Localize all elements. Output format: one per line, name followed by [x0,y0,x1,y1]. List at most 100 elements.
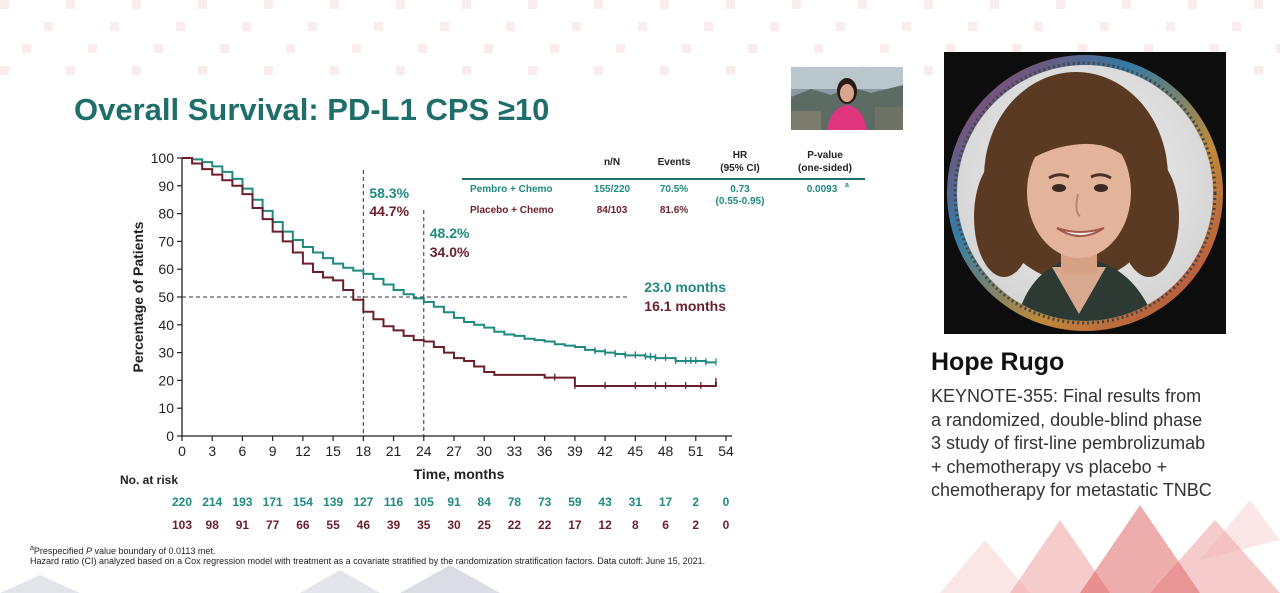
y-tick-label: 60 [158,261,174,277]
x-tick-label: 0 [178,443,186,459]
risk-pembro-value: 91 [447,495,461,509]
stats-row-pembro-p-sup: a [845,182,849,189]
speaker-name: Hope Rugo [931,348,1065,376]
y-tick-label: 20 [158,372,174,388]
stats-header-events: Events [658,157,691,168]
stats-row-pembro-name: Pembro + Chemo [470,184,553,195]
risk-pembro-value: 193 [232,495,252,509]
risk-pembro-value: 78 [508,495,522,509]
x-tick-label: 45 [628,443,644,459]
risk-pembro-value: 116 [384,495,404,509]
risk-pembro-value: 17 [659,495,673,509]
speaker-portrait [947,55,1223,331]
risk-placebo-value: 2 [692,518,699,532]
risk-pembro-value: 73 [538,495,552,509]
annotation-median-pembro: 23.0 months [644,279,726,295]
x-tick-label: 27 [446,443,462,459]
x-tick-label: 42 [597,443,613,459]
stats-row-placebo-name: Placebo + Chemo [470,205,554,216]
stats-header-hr-ci: (95% CI) [720,163,759,174]
x-tick-label: 33 [507,443,523,459]
risk-table-title: No. at risk [120,473,178,487]
y-tick-label: 50 [158,289,174,305]
x-tick-label: 30 [476,443,492,459]
speaker-description: KEYNOTE-355: Final results from a random… [931,385,1271,503]
speaker-description-line: + chemotherapy vs placebo + [931,456,1168,477]
risk-placebo-value: 66 [296,518,310,532]
x-tick-label: 48 [658,443,674,459]
speaker-description-line: chemotherapy for metastatic TNBC [931,480,1212,500]
risk-placebo-value: 39 [387,518,401,532]
annotation-median-placebo: 16.1 months [644,298,726,314]
risk-placebo-value: 91 [236,518,250,532]
risk-pembro-value: 84 [478,495,492,509]
risk-pembro-value: 154 [293,495,313,509]
x-tick-label: 51 [688,443,704,459]
risk-placebo-value: 35 [417,518,431,532]
y-tick-label: 30 [158,345,174,361]
risk-placebo-value: 8 [632,518,639,532]
series-placebo-curve [182,157,717,387]
risk-pembro-value: 171 [263,495,283,509]
risk-placebo-value: 25 [478,518,492,532]
risk-placebo-value: 98 [206,518,220,532]
y-tick-label: 0 [166,428,174,444]
x-tick-label: 36 [537,443,553,459]
series-pembro-curve [182,157,716,364]
risk-pembro-value: 105 [414,495,434,509]
stats-row-placebo-events: 81.6% [660,205,688,216]
risk-pembro-value: 31 [629,495,643,509]
risk-pembro-value: 127 [353,495,373,509]
y-tick-label: 70 [158,233,174,249]
x-tick-label: 54 [718,443,734,459]
presenter-webcam [791,67,903,130]
stats-row-pembro-p: 0.0093 [807,184,838,195]
footnote-hazard-ratio: Hazard ratio (CI) analyzed based on a Co… [30,556,706,566]
risk-pembro-value: 2 [692,495,699,509]
stats-table: n/N Events HR (95% CI) P-value (one-side… [462,150,865,216]
footnote-p-value: aPrespecified P value boundary of 0.0113… [30,545,216,556]
risk-pembro-value: 0 [723,495,730,509]
stats-row-pembro-events: 70.5% [660,184,688,195]
stats-row-pembro-n: 155/220 [594,184,631,195]
stats-header-p: P-value [807,150,843,161]
y-tick-label: 100 [151,150,175,166]
x-tick-label: 6 [239,443,247,459]
annotation-18-placebo: 44.7% [369,203,409,219]
risk-placebo-value: 77 [266,518,280,532]
stats-row-pembro-hr-ci: (0.55-0.95) [716,196,765,207]
x-tick-label: 24 [416,443,432,459]
x-tick-label: 18 [356,443,372,459]
risk-pembro-value: 139 [323,495,343,509]
stats-header-hr: HR [733,150,748,161]
x-tick-label: 39 [567,443,583,459]
speaker-description-line: 3 study of first-line pembrolizumab [931,433,1206,453]
risk-pembro-value: 43 [598,495,612,509]
stats-header-n: n/N [604,157,620,168]
annotation-24-placebo: 34.0% [430,244,470,260]
y-tick-label: 40 [158,317,174,333]
stats-row-pembro-hr: 0.73 [730,184,750,195]
risk-placebo-value: 46 [357,518,371,532]
chart-annotations: 58.3% 44.7% 48.2% 34.0% 23.0 months 16.1 mont… [369,185,726,314]
y-tick-label: 90 [158,178,174,194]
risk-placebo-value: 12 [598,518,612,532]
x-tick-label: 15 [325,443,341,459]
y-axis-title: Percentage of Patients [130,221,146,372]
x-tick-label: 12 [295,443,311,459]
risk-placebo-value: 22 [538,518,552,532]
speaker-description-line: a randomized, double-blind phase [931,409,1203,430]
webcam-image [791,67,903,130]
risk-placebo-value: 22 [508,518,522,532]
survival-curves [182,157,717,389]
background-triangles [0,500,1280,593]
y-tick-label: 80 [158,206,174,222]
x-tick-label: 3 [208,443,216,459]
y-tick-label: 10 [158,400,174,416]
annotation-18-pembro: 58.3% [369,185,409,201]
risk-placebo-value: 30 [447,518,461,532]
